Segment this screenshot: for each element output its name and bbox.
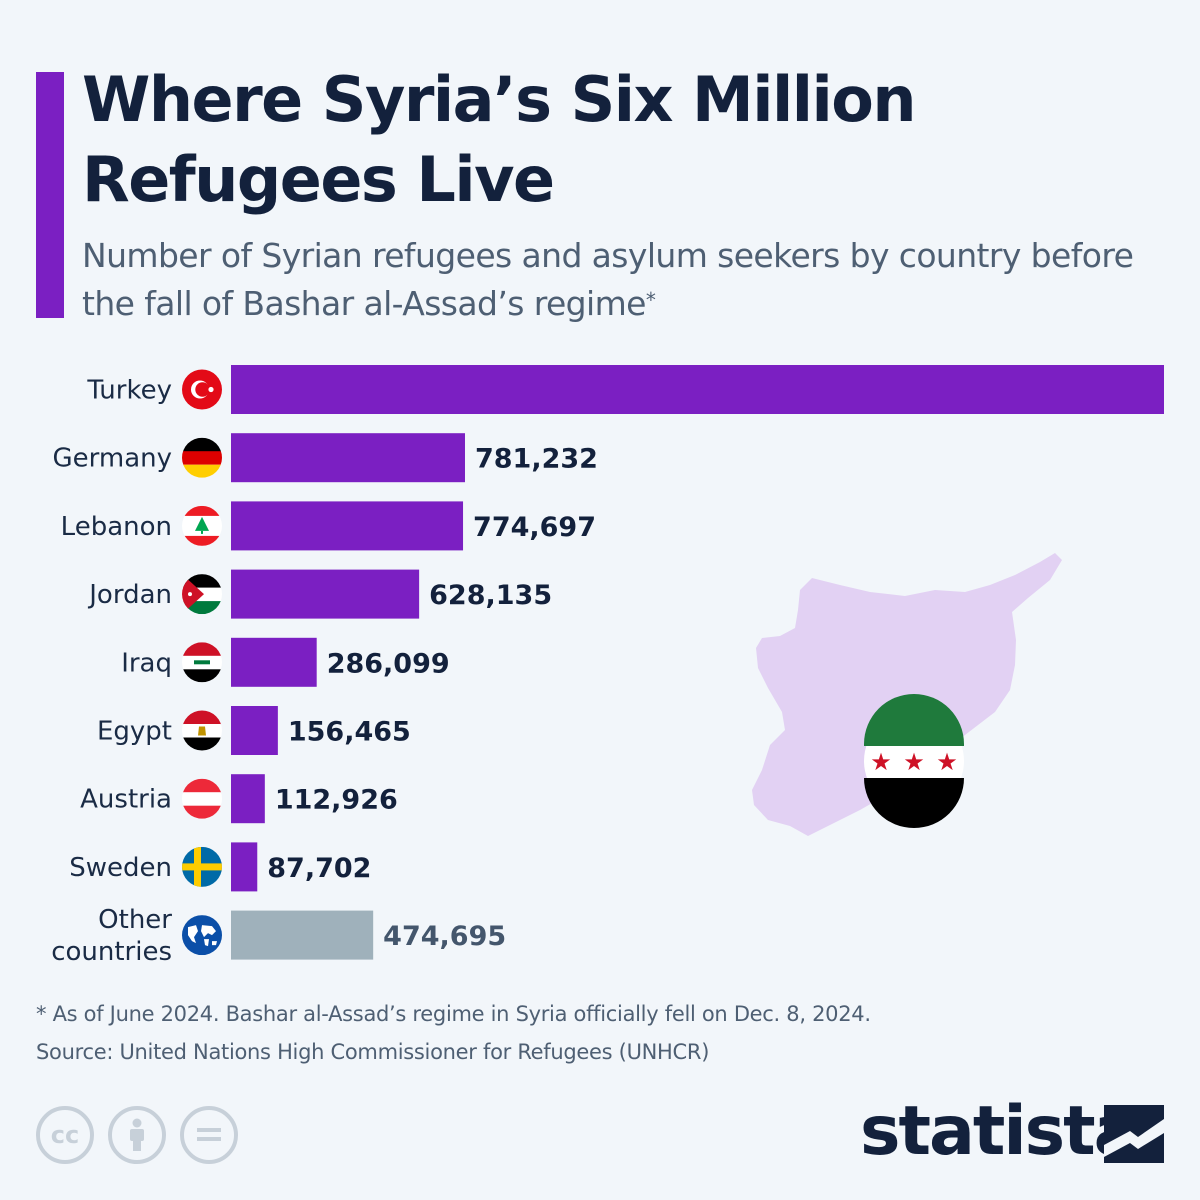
value-label: 87,702 [267, 853, 371, 884]
subtitle-text: Number of Syrian refugees and asylum see… [82, 236, 1134, 323]
category-label: Turkey [86, 376, 172, 406]
source-note: Source: United Nations High Commissioner… [36, 1040, 710, 1064]
category-label: Austria [80, 785, 172, 815]
chart-subtitle: Number of Syrian refugees and asylum see… [82, 232, 1172, 328]
germany-flag-icon [182, 437, 222, 478]
turkey-flag-icon [182, 369, 222, 410]
bar-lebanon [231, 501, 464, 551]
svg-text:★: ★ [870, 748, 892, 776]
sweden-flag-icon [182, 846, 222, 887]
statista-logo-icon [1104, 1105, 1164, 1163]
category-label: Sweden [69, 853, 172, 883]
globe-icon [182, 915, 222, 956]
accent-bar [36, 72, 64, 318]
value-label: 781,232 [475, 444, 598, 475]
subtitle-asterisk: * [645, 288, 656, 312]
value-label: 774,697 [473, 512, 596, 543]
category-label: Other countries [51, 905, 172, 967]
no-derivatives-icon[interactable] [180, 1106, 238, 1164]
bar-germany [231, 433, 465, 483]
bar-turkey [231, 365, 1164, 414]
attribution-icon[interactable] [108, 1106, 166, 1164]
bar-jordan [231, 569, 420, 619]
bar-chart: Turkey Germany 781,232 Lebanon 774,697 Jordan… [51, 365, 1164, 967]
svg-text:★: ★ [936, 748, 958, 776]
bar-sweden [231, 842, 258, 892]
value-label: 286,099 [327, 648, 450, 679]
category-label: Iraq [121, 648, 172, 678]
chart-title: Where Syria’s Six Million Refugees Live [82, 63, 916, 216]
jordan-flag-icon [182, 574, 222, 615]
cc-icon[interactable]: cc [36, 1106, 94, 1164]
value-label: 474,695 [383, 921, 506, 952]
category-label: Lebanon [61, 512, 172, 542]
austria-flag-icon [182, 778, 222, 819]
lebanon-flag-icon [182, 505, 222, 546]
footnote: * As of June 2024. Bashar al-Assad’s reg… [36, 1002, 871, 1026]
category-label: Germany [52, 444, 172, 474]
iraq-flag-icon [182, 642, 222, 683]
value-label: 156,465 [288, 717, 411, 748]
license-icons: cc [36, 1106, 238, 1164]
bar-egypt [231, 706, 278, 755]
svg-text:★: ★ [903, 748, 925, 776]
bar-iraq [231, 637, 317, 687]
category-label: Egypt [97, 717, 172, 747]
value-label: 628,135 [429, 580, 552, 611]
statista-logo[interactable]: statista [860, 1092, 1140, 1171]
egypt-flag-icon [182, 710, 222, 751]
category-label: Jordan [87, 580, 172, 610]
bar-other-countries [231, 910, 374, 960]
bar-austria [231, 774, 265, 824]
syria-flag-icon: ★ ★ ★ [864, 694, 964, 828]
value-label: 112,926 [275, 785, 398, 816]
